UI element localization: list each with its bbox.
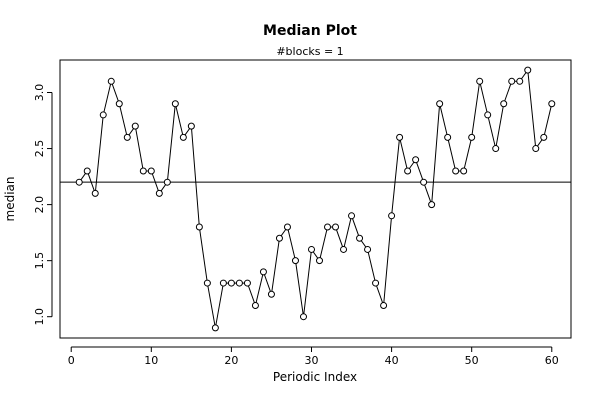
x-axis: 0 10 20 30 40 50 60: [68, 346, 559, 367]
data-point: [171, 100, 179, 108]
data-point: [484, 111, 492, 119]
data-point: [316, 257, 323, 265]
data-point: [99, 111, 107, 119]
data-point: [251, 301, 259, 309]
data-point: [179, 133, 187, 141]
data-point: [420, 178, 428, 186]
data-point: [219, 279, 227, 287]
x-tick-label: 10: [144, 354, 158, 367]
data-point: [243, 279, 251, 287]
data-point: [548, 100, 556, 108]
data-point: [460, 167, 468, 175]
series-line: [78, 68, 553, 328]
data-point: [396, 133, 404, 141]
data-points: [75, 66, 556, 332]
data-point: [299, 313, 307, 321]
data-point: [492, 145, 500, 153]
data-point: [107, 77, 115, 85]
data-point: [348, 212, 356, 220]
data-point: [452, 167, 460, 175]
data-point: [468, 133, 476, 141]
y-tick-label: 2.0: [33, 196, 46, 214]
data-point: [412, 156, 420, 164]
data-point: [324, 223, 332, 231]
chart-title: Median Plot: [263, 23, 357, 39]
data-point: [380, 301, 388, 309]
y-tick-label: 3.0: [33, 84, 46, 102]
data-point: [283, 223, 291, 231]
data-point: [388, 212, 396, 220]
y-tick-label: 1.0: [33, 308, 46, 326]
data-point: [340, 245, 348, 253]
data-point: [123, 133, 131, 141]
x-tick-label: 40: [385, 354, 399, 367]
data-point: [155, 189, 163, 197]
chart-subtitle: #blocks = 1: [276, 45, 343, 58]
plot-frame: [59, 59, 572, 339]
data-point: [508, 77, 516, 85]
data-point: [267, 290, 275, 298]
data-point: [436, 100, 444, 108]
data-point: [372, 279, 380, 287]
data-point: [532, 145, 540, 153]
x-tick-label: 20: [224, 354, 238, 367]
data-point: [332, 223, 340, 231]
data-point: [275, 234, 283, 242]
data-point: [540, 133, 548, 141]
x-tick-label: 60: [545, 354, 559, 367]
x-tick-label: 30: [304, 354, 318, 367]
y-tick-label: 1.5: [33, 252, 46, 270]
data-point: [235, 279, 243, 287]
x-tick-label: 50: [465, 354, 479, 367]
data-point: [404, 167, 412, 175]
x-axis-label: Periodic Index: [273, 370, 357, 384]
data-point: [291, 257, 299, 265]
data-point: [203, 279, 211, 287]
data-point: [444, 133, 452, 141]
data-point: [83, 167, 91, 175]
data-point: [163, 178, 171, 186]
data-point: [147, 167, 155, 175]
x-tick-label: 0: [68, 354, 75, 367]
data-point: [139, 167, 147, 175]
data-point: [211, 324, 219, 332]
data-point: [75, 178, 83, 186]
data-point: [524, 66, 532, 74]
data-point: [364, 245, 372, 253]
data-point: [91, 189, 99, 197]
y-tick-label: 2.5: [33, 140, 46, 158]
data-point: [516, 77, 524, 85]
y-axis: 1.0 1.5 2.0 2.5 3.0: [33, 84, 53, 326]
data-point: [227, 279, 235, 287]
data-point: [131, 122, 139, 130]
data-point: [308, 245, 315, 253]
data-point: [187, 122, 195, 130]
data-point: [476, 77, 484, 85]
y-axis-label: median: [3, 177, 17, 222]
data-point: [259, 268, 267, 276]
data-point: [195, 223, 203, 231]
data-point: [115, 100, 123, 108]
data-point: [428, 201, 436, 209]
data-point: [356, 234, 364, 242]
data-point: [500, 100, 508, 108]
